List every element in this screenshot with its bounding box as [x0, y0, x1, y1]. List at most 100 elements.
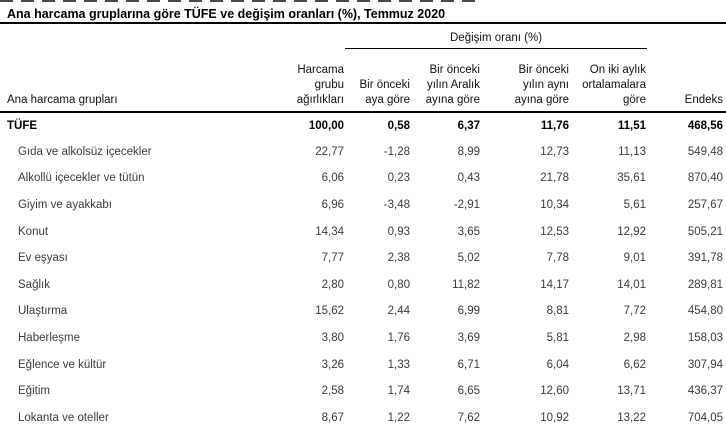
cell-value: 468,56 [687, 119, 724, 132]
cell-value: 6,04 [546, 358, 569, 371]
cell-value: 3,65 [457, 225, 480, 238]
column-header-row: Ana harcama grupları Harcama grubu ağırl… [0, 48, 726, 112]
row-label: Eğlence ve kültür [18, 358, 107, 371]
spacer-cell [0, 24, 272, 48]
table-row: Alkollü içecekler ve tütün 6,06 0,23 0,43 21… [0, 165, 726, 192]
table-row: Eğitim 2,58 1,74 6,65 12,60 13,71 436,37 [0, 378, 726, 405]
cell-value: 2,98 [623, 332, 647, 345]
cell-value: 11,82 [452, 278, 480, 291]
cell-value: 7,78 [546, 252, 569, 265]
cell-value: 8,67 [321, 411, 344, 424]
table-row: TÜFE 100,00 0,58 6,37 11,76 11,51 468,56 [0, 112, 726, 139]
cell-value: 14,17 [540, 278, 569, 291]
cell-value: 5,02 [457, 252, 480, 265]
cell-value: 8,81 [546, 305, 569, 318]
table-row: Ev eşyası 7,77 2,38 5,02 7,78 9,01 391,78 [0, 245, 726, 272]
table-row: Giyim ve ayakkabı 6,96 -3,48 -2,91 10,34 5,61… [0, 192, 726, 219]
cell-value: 6,96 [321, 199, 344, 212]
cell-value: 100,00 [308, 119, 344, 132]
row-label: Lokanta ve oteller [18, 411, 109, 424]
cell-value: 0,23 [387, 172, 410, 185]
cell-value: 0,80 [387, 278, 410, 291]
cell-value: 21,78 [540, 172, 569, 185]
col-header-on-iki-aylik-ortalamalara: On iki aylık ortalamalara göre [582, 64, 647, 106]
cell-value: 9,01 [623, 252, 647, 265]
col-header-endeks: Endeks [684, 94, 724, 106]
col-header-ana-harcama-gruplari: Ana harcama grupları [7, 94, 118, 106]
cell-value: 549,48 [687, 145, 724, 158]
cell-value: 2,38 [387, 252, 410, 265]
cell-value: -3,48 [383, 199, 410, 212]
cell-value: 11,76 [540, 119, 569, 132]
row-label: Giyim ve ayakkabı [18, 199, 112, 212]
cell-value: -1,28 [383, 145, 410, 158]
cell-value: 6,65 [457, 385, 480, 398]
cell-value: 22,77 [315, 145, 344, 158]
cell-value: 307,94 [687, 358, 724, 371]
cell-value: 436,37 [687, 385, 724, 398]
table-row: Ulaştırma 15,62 2,44 6,99 8,81 7,72 454,80 [0, 298, 726, 325]
col-header-bir-onceki-aya-gore: Bir önceki aya göre [359, 79, 411, 106]
table-header: Değişim oranı (%) Ana harcama grupları H… [0, 24, 726, 112]
table-row: Lokanta ve oteller 8,67 1,22 7,62 10,92 13,22… [0, 405, 726, 432]
cell-value: 454,80 [687, 305, 724, 318]
cell-value: 14,34 [315, 225, 344, 238]
table-row: Sağlık 2,80 0,80 11,82 14,17 14,01 289,81 [0, 272, 726, 299]
cell-value: 17,45 [570, 431, 647, 436]
row-label: Alkollü içecekler ve tütün [18, 172, 145, 185]
cell-value: 12,60 [540, 385, 569, 398]
cell-value: 5,61 [623, 199, 647, 212]
cell-value: 0,93 [387, 225, 410, 238]
cell-value: 257,67 [687, 199, 724, 212]
cell-value: 6,71 [457, 358, 480, 371]
cell-value: -2,91 [453, 199, 480, 212]
table-row: Konut 14,34 0,93 3,65 12,53 12,92 505,21 [0, 218, 726, 245]
table-row: Çeşitli mal ve hizmetler5,372,3918,1021,… [0, 431, 726, 436]
cell-value: 8,99 [457, 145, 480, 158]
row-label: Eğitim [18, 385, 50, 398]
cell-value: 5,81 [546, 332, 569, 345]
cell-value: 1,33 [387, 358, 410, 371]
col-header-bir-onceki-yilin-aralik: Bir önceki yılın Aralık ayına göre [425, 64, 480, 106]
tufe-table: Değişim oranı (%) Ana harcama grupları H… [0, 24, 726, 436]
cell-value: 391,78 [687, 252, 724, 265]
cell-value: 15,62 [315, 305, 344, 318]
row-label: Çeşitli mal ve hizmetler [0, 431, 272, 436]
cell-value: 21,90 [481, 431, 570, 436]
cell-value: 3,80 [321, 332, 344, 345]
cell-value: 704,05 [687, 411, 724, 424]
cell-value: 7,77 [321, 252, 344, 265]
cell-value: 11,51 [617, 119, 647, 132]
cell-value: 14,01 [617, 278, 647, 291]
col-header-harcama-grubu-agirliklari: Harcama grubu ağırlıkları [296, 64, 344, 106]
cell-value: 35,61 [617, 172, 647, 185]
cell-value: 18,10 [411, 431, 481, 436]
table-row: Gıda ve alkolsüz içecekler 22,77 -1,28 8,99… [0, 139, 726, 166]
cell-value: 1,76 [387, 332, 410, 345]
cell-value: 10,34 [540, 199, 569, 212]
cell-value: 158,03 [687, 332, 724, 345]
table-row: Eğlence ve kültür 3,26 1,33 6,71 6,04 6,62 307… [0, 351, 726, 378]
cell-value: 10,92 [540, 411, 569, 424]
group-header-degisim-orani: Değişim oranı (%) [345, 24, 648, 49]
cell-value: 7,62 [457, 411, 480, 424]
cell-value: 11,13 [618, 145, 647, 158]
cell-value: 505,21 [687, 225, 724, 238]
cell-value: 13,22 [617, 411, 647, 424]
row-label: Konut [18, 225, 49, 238]
cell-value: 12,73 [540, 145, 569, 158]
cell-value: 5,37 [272, 431, 345, 436]
cell-value: 680,51 [647, 431, 726, 436]
cell-value: 2,58 [321, 385, 344, 398]
cell-value: 0,43 [457, 172, 480, 185]
cell-value: 1,22 [387, 411, 410, 424]
row-label: Haberleşme [18, 332, 80, 345]
cell-value: 870,40 [687, 172, 724, 185]
cell-value: 6,06 [321, 172, 344, 185]
cell-value: 13,71 [617, 385, 647, 398]
spacer-cell [272, 24, 345, 48]
cell-value: 6,37 [457, 119, 480, 132]
row-label: Ulaştırma [18, 305, 68, 318]
cell-value: 289,81 [687, 278, 724, 291]
